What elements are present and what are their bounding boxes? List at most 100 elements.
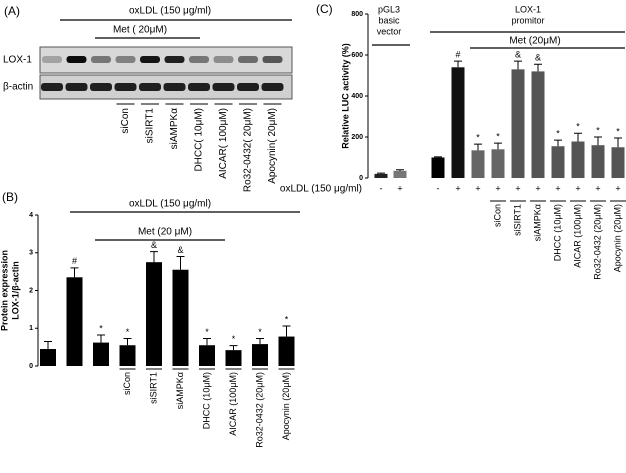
row-sign: + [555,183,560,193]
bar [119,345,136,366]
row-sign: + [475,183,480,193]
significance-marker: * [596,125,600,135]
bar [491,149,505,178]
x-tick-label: AICAR (100μM) [228,372,238,436]
x-tick-label: siCon [122,372,132,395]
error-bar [282,325,291,337]
significance-marker: * [556,128,560,138]
band [114,83,137,91]
y-tick-label: 0 [359,175,363,182]
annotation: vector [377,26,402,36]
x-tick-label: siAMPKα [175,372,185,409]
row-sign: - [437,183,440,193]
band [66,56,87,63]
row-sign: + [495,183,500,193]
row-label: β-actin [3,82,33,93]
annotation: Met (20μM) [509,36,560,47]
row-sign: + [615,183,620,193]
band [237,83,259,91]
panel-label: (B) [2,190,18,204]
error-bar [454,60,462,68]
row-label: oxLDL (150 μg/ml) [280,184,362,195]
y-axis-label: Protein expression [0,250,9,331]
group-label: oxLDL (150 μg/ml) [129,6,211,17]
bar [225,350,242,366]
error-bar [534,63,542,72]
band [261,83,284,91]
error-bar [396,169,404,171]
bar [471,150,485,178]
x-tick-label: Ro32-0432 (20μM) [592,204,602,280]
band [91,56,111,63]
band [164,56,185,63]
error-bar [203,337,211,346]
error-bar [574,132,582,142]
lane-label: siSIRT1 [145,108,156,144]
x-tick-label: DHCC (10μM) [552,204,562,261]
significance-marker: * [99,323,103,333]
band [90,83,112,91]
error-bar [256,337,264,345]
annotation: basic [378,15,400,25]
error-bar [514,60,522,70]
y-tick-label: 4 [29,212,33,219]
bar [374,173,388,178]
error-bar [97,334,105,343]
row-label: LOX-1 [3,55,32,66]
group-label: Met ( 20μM) [113,25,167,36]
significance-marker: * [476,133,480,143]
row-sign: + [595,183,600,193]
lane-label: DHCC( 10μM) [194,108,205,172]
bar [531,71,545,178]
row-sign: + [455,183,460,193]
significance-marker: * [616,126,620,136]
error-bar [229,345,238,351]
bar [511,69,525,178]
x-tick-label: siAMPKα [532,204,542,241]
significance-marker: * [496,132,500,142]
bar [393,170,407,178]
bar [93,342,109,366]
band [115,56,136,63]
x-tick-label: siCon [492,204,502,227]
y-tick-label: 0 [29,363,33,370]
band [139,83,161,91]
bar [199,345,215,366]
y-tick-label: 3 [29,250,33,257]
lane-label: siCon [120,108,131,134]
panel-label: (C) [316,2,333,16]
error-bar [554,139,562,147]
lane-label: AICAR( 100μM) [218,108,229,179]
error-bar [594,136,602,146]
bar [611,147,625,178]
bar [431,157,445,178]
row-sign: + [515,183,520,193]
row-sign: + [575,183,580,193]
annotation: Met (20 μM) [138,227,192,238]
significance-marker: * [232,334,236,344]
band [140,56,160,63]
error-bar [434,156,442,158]
bar [172,269,189,366]
bar [551,146,565,178]
significance-marker: * [576,122,580,132]
annotation: promitor [511,15,544,25]
row-sign: - [380,183,383,193]
y-tick-label: 600 [351,52,363,59]
band [42,56,62,63]
bands [41,56,284,91]
x-tick-label: Apocynin (20μM) [612,204,622,272]
band [41,83,63,91]
bar [66,277,83,366]
x-tick-label: siSIRT1 [512,204,522,236]
error-bar [377,172,385,174]
y-tick-label: 200 [351,134,363,141]
y-tick-label: 2 [29,287,33,294]
bar [451,67,465,178]
band [238,56,258,63]
error-bar [474,143,482,151]
y-tick-label: 800 [351,11,363,18]
band [262,56,283,63]
band [189,56,209,63]
error-bar [176,256,185,270]
